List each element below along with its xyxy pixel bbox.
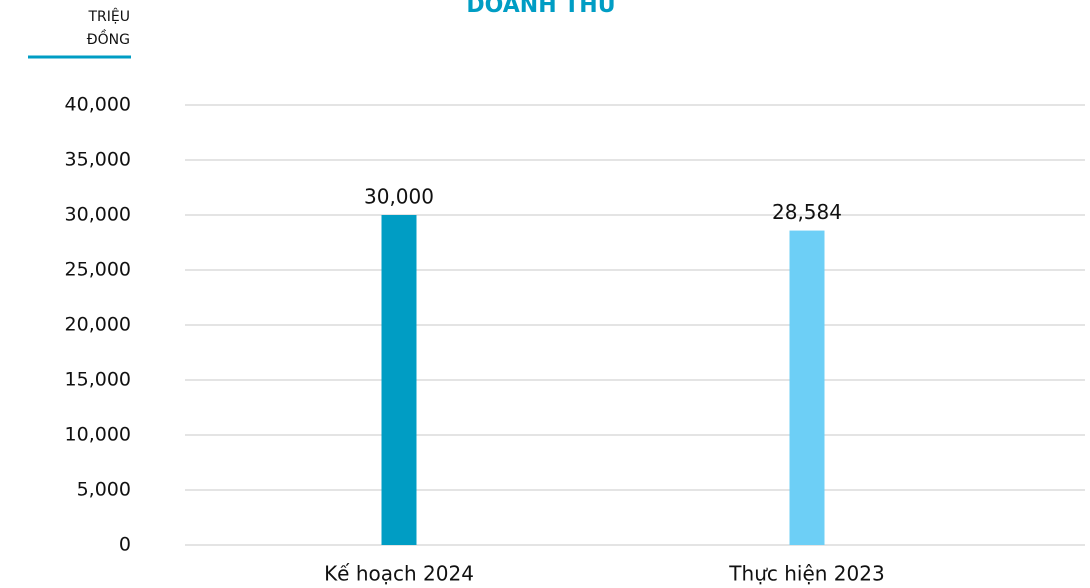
unit-label: TRIỆU: [87, 7, 130, 25]
y-tick-label: 15,000: [65, 369, 131, 391]
unit-label: ĐỒNG: [87, 29, 130, 48]
y-tick-label: 10,000: [65, 424, 131, 446]
x-tick-label: Kế hoạch 2024: [324, 562, 474, 586]
y-tick-label: 20,000: [65, 314, 131, 336]
y-tick-label: 25,000: [65, 259, 131, 281]
data-label: 30,000: [364, 185, 434, 209]
y-tick-label: 5,000: [77, 479, 131, 501]
x-tick-label: Thực hiện 2023: [728, 562, 884, 586]
bar: [381, 215, 417, 545]
data-label: 28,584: [772, 200, 842, 224]
chart-title: DOANH THU: [466, 0, 615, 18]
bar: [789, 230, 825, 546]
y-tick-label: 40,000: [65, 94, 131, 116]
y-tick-label: 30,000: [65, 204, 131, 226]
y-tick-label: 0: [119, 534, 131, 556]
y-tick-label: 35,000: [65, 149, 131, 171]
